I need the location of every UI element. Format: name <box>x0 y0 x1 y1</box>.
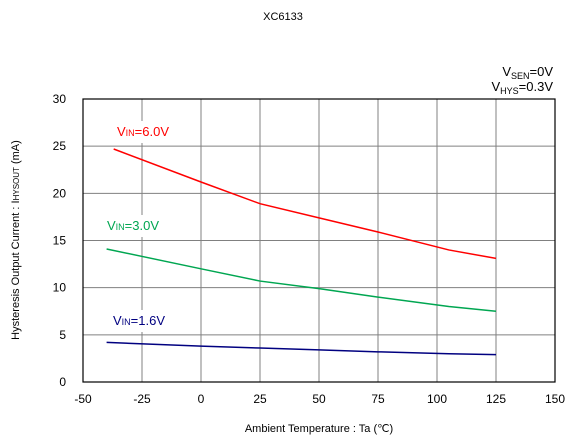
series-label-background <box>100 215 180 237</box>
series-label: VIN=6.0V <box>117 124 169 139</box>
x-tick-label: 50 <box>312 392 326 406</box>
x-tick-label: 0 <box>198 392 205 406</box>
y-tick-label: 30 <box>53 92 67 106</box>
series-line <box>106 341 497 356</box>
y-tick-label: 20 <box>53 186 67 200</box>
y-tick-label: 5 <box>59 328 66 342</box>
x-axis-label: Ambient Temperature : Ta (℃) <box>245 423 393 435</box>
series-label: VIN=1.6V <box>113 313 165 328</box>
chart-title: XC6133 <box>263 11 303 23</box>
series-line <box>113 148 497 260</box>
series-label-background <box>106 310 186 332</box>
x-tick-label: 100 <box>427 392 447 406</box>
x-tick-label: -25 <box>133 392 151 406</box>
y-tick-label: 15 <box>53 234 67 248</box>
y-tick-label: 25 <box>53 139 67 153</box>
x-tick-label: 25 <box>253 392 267 406</box>
series-label: VIN=3.0V <box>107 218 159 233</box>
condition-label: VHYS=0.3V <box>491 79 553 96</box>
x-tick-label: -50 <box>74 392 92 406</box>
y-tick-label: 10 <box>53 281 67 295</box>
plot-frame <box>82 98 556 383</box>
series-label-background <box>106 121 200 143</box>
series-line <box>106 248 497 312</box>
x-tick-label: 125 <box>486 392 506 406</box>
x-tick-label: 150 <box>545 392 565 406</box>
x-tick-label: 75 <box>371 392 385 406</box>
condition-label: VSEN=0V <box>502 64 553 81</box>
y-tick-label: 0 <box>59 375 66 389</box>
y-axis-label: Hysteresis Output Current : IHYSOUT (mA) <box>10 140 22 340</box>
